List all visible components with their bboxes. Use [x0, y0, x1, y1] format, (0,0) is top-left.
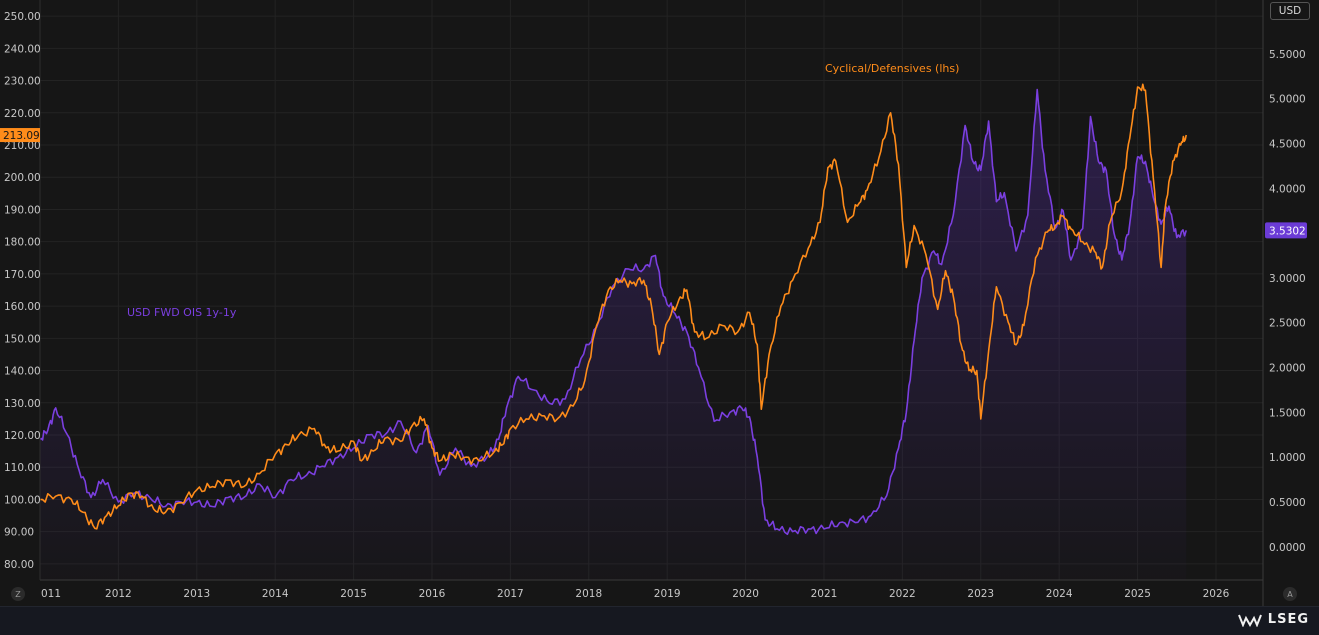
series-annotations: Cyclical/Defensives (lhs) USD FWD OIS 1y-…: [127, 62, 959, 319]
x-tick-label-14: 2025: [1124, 588, 1151, 600]
annotation-1: USD FWD OIS 1y-1y: [127, 306, 237, 319]
x-tick-label-5: 2016: [419, 588, 446, 600]
x-axis-ticks: 011 2012 2013 2014 2015 2016 2017 2018 2019 2020 2…: [41, 588, 1230, 600]
left-tick-label-14: 220.00: [4, 108, 41, 120]
last-value-badges: 213.09 3.5302: [0, 128, 1307, 239]
left-tick-label-9: 170.00: [4, 269, 41, 281]
ois-area: [40, 89, 1187, 580]
x-tick-label-2: 2013: [183, 588, 210, 600]
right-tick-label-6: 3.0000: [1269, 273, 1306, 285]
series-line-0: [39, 83, 1187, 530]
left-tick-label-10: 180.00: [4, 237, 41, 249]
series-line-1: [39, 88, 1187, 536]
right-last-value-badge: [1265, 222, 1307, 239]
left-tick-label-13: 210.00: [4, 140, 41, 152]
left-tick-label-11: 190.00: [4, 204, 41, 216]
left-tick-label-7: 150.00: [4, 333, 41, 345]
annotation-0: Cyclical/Defensives (lhs): [825, 62, 959, 75]
right-tick-label-4: 2.0000: [1269, 363, 1306, 375]
right-tick-label-11: 5.5000: [1269, 49, 1306, 61]
left-tick-label-15: 230.00: [4, 76, 41, 88]
left-last-value-badge: [0, 128, 40, 143]
left-tick-label-2: 100.00: [4, 494, 41, 506]
x-tick-label-9: 2020: [732, 588, 759, 600]
right-tick-label-1: 0.5000: [1269, 497, 1306, 509]
left-tick-label-12: 200.00: [4, 172, 41, 184]
x-tick-label-3: 2014: [262, 588, 289, 600]
x-tick-label-4: 2015: [340, 588, 367, 600]
left-tick-label-4: 120.00: [4, 430, 41, 442]
left-tick-label-8: 160.00: [4, 301, 41, 313]
x-tick-label-15: 2026: [1203, 588, 1230, 600]
left-tick-label-17: 250.00: [4, 11, 41, 23]
x-tick-label-7: 2018: [575, 588, 602, 600]
right-tick-label-3: 1.5000: [1269, 407, 1306, 419]
right-last-value-label: 3.5302: [1269, 225, 1306, 237]
left-tick-label-1: 90.00: [4, 527, 34, 539]
zoom-reset-button[interactable]: Z: [11, 587, 25, 601]
left-tick-label-6: 140.00: [4, 366, 41, 378]
x-tick-label-11: 2022: [889, 588, 916, 600]
brand-logo: LSEG: [1237, 612, 1309, 627]
left-axis-ticks: 80.00 90.00 100.00 110.00 120.00 130.00 140.00…: [4, 11, 41, 571]
series-area-1: [40, 89, 1187, 580]
left-tick-label-3: 110.00: [4, 462, 41, 474]
chart[interactable]: 80.00 90.00 100.00 110.00 120.00 130.00 140.00…: [0, 0, 1319, 606]
brand-name: LSEG: [1267, 612, 1309, 627]
left-last-value-label: 213.09: [3, 130, 40, 142]
right-tick-label-10: 5.0000: [1269, 94, 1306, 106]
right-axis-ticks: 0.0000 0.5000 1.0000 1.5000 2.0000 2.5000 3.00…: [1269, 49, 1306, 554]
auto-scale-button[interactable]: A: [1283, 587, 1297, 601]
left-tick-label-16: 240.00: [4, 43, 41, 55]
x-tick-label-1: 2012: [105, 588, 132, 600]
left-tick-label-0: 80.00: [4, 559, 34, 571]
x-tick-label-12: 2023: [967, 588, 994, 600]
currency-selector[interactable]: USD: [1270, 2, 1310, 20]
right-tick-label-2: 1.0000: [1269, 452, 1306, 464]
right-tick-label-9: 4.5000: [1269, 138, 1306, 150]
left-tick-label-5: 130.00: [4, 398, 41, 410]
right-tick-label-8: 4.0000: [1269, 183, 1306, 195]
x-tick-label-10: 2021: [811, 588, 838, 600]
right-tick-label-0: 0.0000: [1269, 542, 1306, 554]
x-tick-label-6: 2017: [497, 588, 524, 600]
x-tick-label-8: 2019: [654, 588, 681, 600]
lseg-logo-icon: [1237, 614, 1262, 627]
x-tick-label-13: 2024: [1046, 588, 1073, 600]
x-tick-label-0: 011: [41, 588, 61, 600]
footer-bar: [0, 606, 1319, 635]
right-tick-label-5: 2.5000: [1269, 318, 1306, 330]
series-lines: [39, 83, 1187, 536]
